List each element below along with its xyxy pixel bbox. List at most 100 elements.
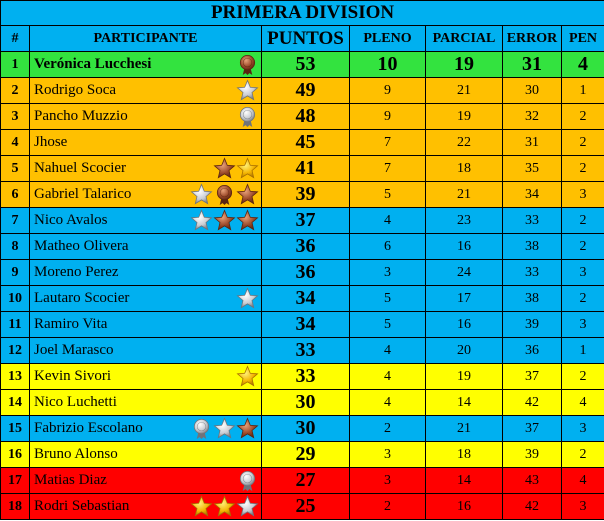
pen-cell: 3 <box>560 311 604 338</box>
participant-cell: Fabrizio Escolano <box>29 415 262 442</box>
header-points: PUNTOS <box>261 25 350 52</box>
rank-cell: 13 <box>0 363 30 390</box>
pen-cell: 3 <box>560 493 604 520</box>
table-row: 14 Nico Luchetti 30 4 14 42 4 <box>0 389 604 416</box>
header-row: # PARTICIPANTE PUNTOS PLENO PARCIAL ERRO… <box>0 25 604 52</box>
participant-cell: Nico Avalos <box>29 207 262 234</box>
participant-name: Bruno Alonso <box>34 446 118 462</box>
award-icons <box>236 53 259 76</box>
parcial-cell: 21 <box>425 181 503 208</box>
gold-star-icon <box>236 157 259 180</box>
participant-name: Verónica Lucchesi <box>34 56 152 72</box>
table-row: 12 Joel Marasco 33 4 20 36 1 <box>0 337 604 364</box>
participant-name: Lautaro Scocier <box>34 290 130 306</box>
error-cell: 43 <box>502 467 562 494</box>
parcial-cell: 19 <box>425 103 503 130</box>
participant-cell: Verónica Lucchesi <box>29 51 262 78</box>
award-icons <box>236 105 259 128</box>
points-cell: 34 <box>261 285 350 312</box>
table-title: PRIMERA DIVISION <box>0 0 604 26</box>
participant-cell: Gabriel Talarico <box>29 181 262 208</box>
points-cell: 37 <box>261 207 350 234</box>
table-row: 18 Rodri Sebastian 25 2 16 42 3 <box>0 493 604 520</box>
pen-cell: 4 <box>560 51 604 78</box>
points-cell: 30 <box>261 415 350 442</box>
participant-name: Joel Marasco <box>34 342 114 358</box>
participant-name: Moreno Perez <box>34 264 119 280</box>
award-icons <box>236 469 259 492</box>
pleno-cell: 9 <box>349 103 426 130</box>
rank-cell: 16 <box>0 441 30 468</box>
rank-cell: 12 <box>0 337 30 364</box>
award-icons <box>190 417 259 440</box>
silver-star-icon <box>213 417 236 440</box>
pleno-cell: 4 <box>349 337 426 364</box>
silver-star-icon <box>236 495 259 518</box>
participant-cell: Bruno Alonso <box>29 441 262 468</box>
pen-cell: 3 <box>560 259 604 286</box>
points-cell: 27 <box>261 467 350 494</box>
participant-cell: Nahuel Scocier <box>29 155 262 182</box>
rank-cell: 10 <box>0 285 30 312</box>
silver-medal-icon <box>236 105 259 128</box>
rank-cell: 18 <box>0 493 30 520</box>
pen-cell: 2 <box>560 103 604 130</box>
participant-name: Rodrigo Soca <box>34 82 117 98</box>
gold-star-icon <box>236 365 259 388</box>
gold-star-icon <box>213 495 236 518</box>
error-cell: 35 <box>502 155 562 182</box>
error-cell: 38 <box>502 285 562 312</box>
participant-name: Nico Avalos <box>34 212 108 228</box>
pen-cell: 2 <box>560 441 604 468</box>
points-cell: 36 <box>261 233 350 260</box>
silver-star-icon <box>190 209 213 232</box>
bronze-medal-icon <box>213 183 236 206</box>
rank-cell: 11 <box>0 311 30 338</box>
points-cell: 30 <box>261 389 350 416</box>
header-parcial: PARCIAL <box>425 25 503 52</box>
rank-cell: 5 <box>0 155 30 182</box>
participant-name: Ramiro Vita <box>34 316 108 332</box>
error-cell: 37 <box>502 415 562 442</box>
participant-name: Kevin Sivori <box>34 368 112 384</box>
points-cell: 41 <box>261 155 350 182</box>
table-row: 2 Rodrigo Soca 49 9 21 30 1 <box>0 77 604 104</box>
table-row: 16 Bruno Alonso 29 3 18 39 2 <box>0 441 604 468</box>
rank-cell: 6 <box>0 181 30 208</box>
participant-name: Nico Luchetti <box>34 394 117 410</box>
pleno-cell: 5 <box>349 181 426 208</box>
bronze-star-icon <box>213 157 236 180</box>
table-row: 11 Ramiro Vita 34 5 16 39 3 <box>0 311 604 338</box>
participant-name: Jhose <box>34 134 68 150</box>
error-cell: 31 <box>502 51 562 78</box>
error-cell: 42 <box>502 493 562 520</box>
parcial-cell: 21 <box>425 415 503 442</box>
parcial-cell: 16 <box>425 311 503 338</box>
participant-cell: Kevin Sivori <box>29 363 262 390</box>
error-cell: 33 <box>502 259 562 286</box>
error-cell: 37 <box>502 363 562 390</box>
silver-star-icon <box>190 183 213 206</box>
bronze-star-icon <box>236 183 259 206</box>
participant-cell: Rodri Sebastian <box>29 493 262 520</box>
pen-cell: 2 <box>560 233 604 260</box>
table-row: 6 Gabriel Talarico 39 5 21 34 3 <box>0 181 604 208</box>
pen-cell: 2 <box>560 155 604 182</box>
participant-name: Matias Diaz <box>34 472 107 488</box>
silver-medal-icon <box>236 469 259 492</box>
error-cell: 42 <box>502 389 562 416</box>
rank-cell: 9 <box>0 259 30 286</box>
parcial-cell: 21 <box>425 77 503 104</box>
error-cell: 36 <box>502 337 562 364</box>
award-icons <box>236 79 259 102</box>
silver-medal-icon <box>190 417 213 440</box>
participant-name: Matheo Olivera <box>34 238 129 254</box>
pen-cell: 2 <box>560 363 604 390</box>
error-cell: 31 <box>502 129 562 156</box>
points-cell: 48 <box>261 103 350 130</box>
rank-cell: 8 <box>0 233 30 260</box>
pleno-cell: 7 <box>349 155 426 182</box>
points-cell: 39 <box>261 181 350 208</box>
participant-cell: Moreno Perez <box>29 259 262 286</box>
